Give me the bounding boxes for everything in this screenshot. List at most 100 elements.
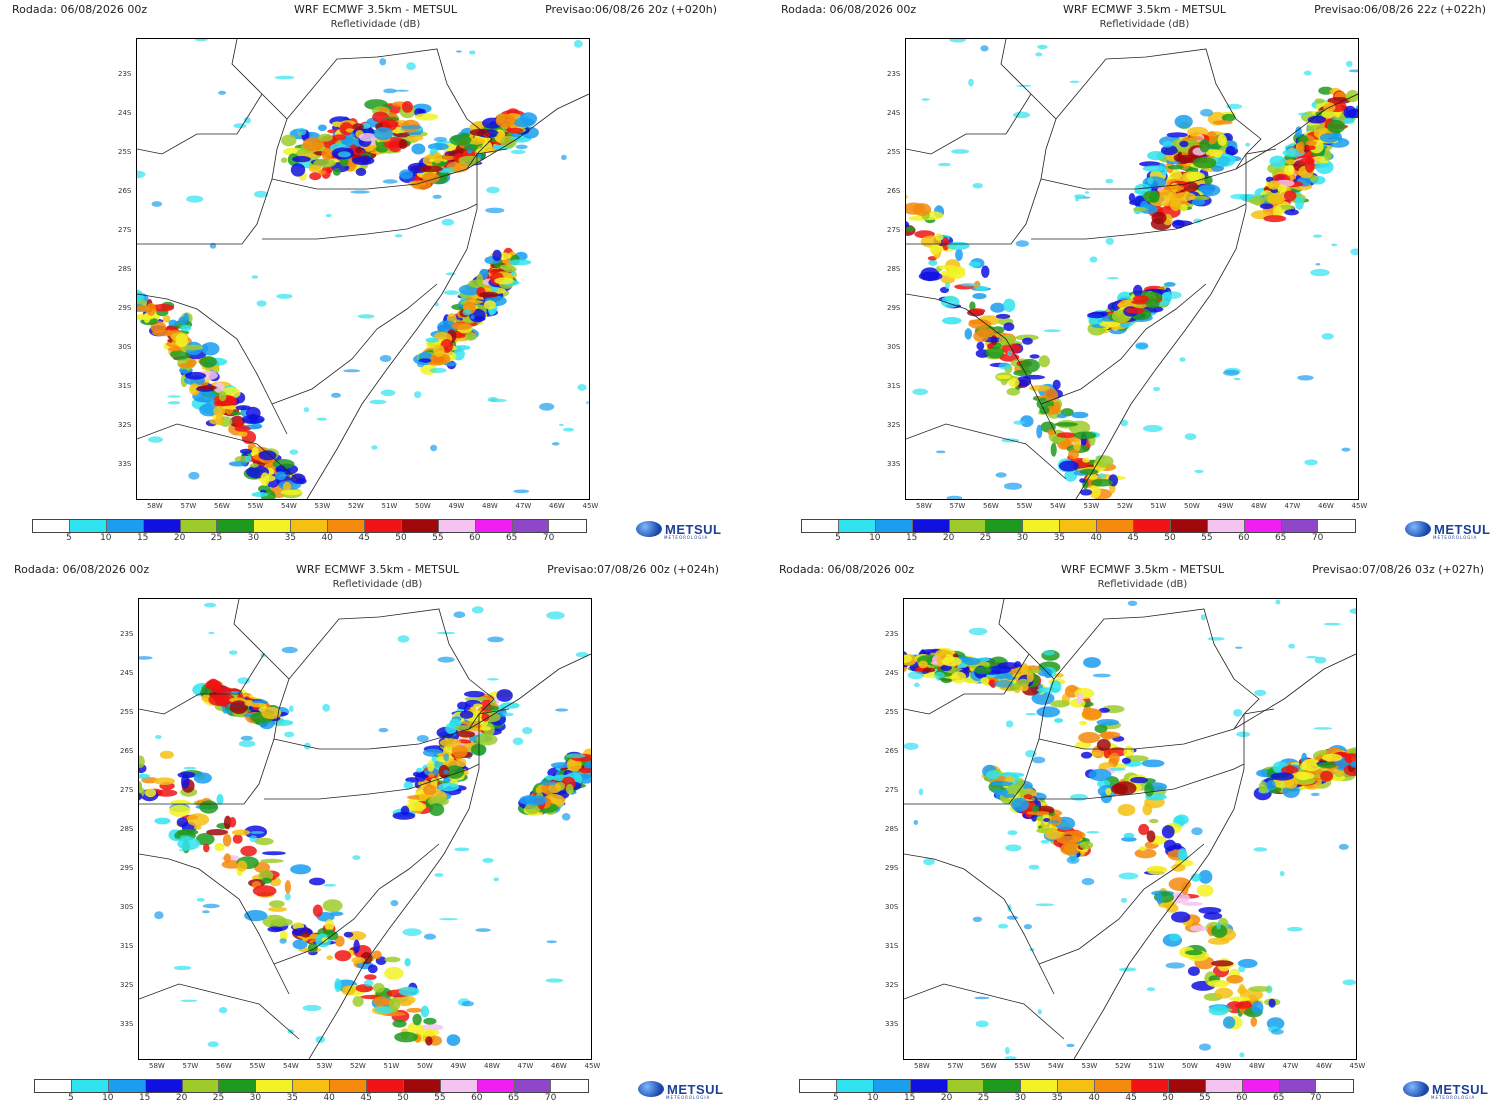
reflectivity-cell	[476, 734, 497, 746]
reflectivity-cell	[1216, 922, 1221, 929]
latitude-label: 31S	[118, 382, 131, 390]
latitude-label: 33S	[887, 460, 900, 468]
colorbar-tick-label: 55	[1201, 533, 1212, 543]
reflectivity-cell	[381, 390, 396, 397]
reflectivity-cell	[934, 672, 945, 679]
reflectivity-cell	[1233, 709, 1242, 717]
reflectivity-cell	[364, 974, 376, 980]
longitude-label: 52W	[350, 1062, 366, 1070]
reflectivity-cell	[484, 300, 496, 309]
reflectivity-cell	[1142, 803, 1152, 815]
colorbar-swatch	[1060, 520, 1097, 532]
reflectivity-cell	[938, 163, 951, 166]
latitude-label: 23S	[118, 70, 131, 78]
reflectivity-cell	[1037, 45, 1048, 49]
colorbar-swatch	[913, 520, 950, 532]
colorbar-tick-label: 5	[66, 533, 72, 543]
reflectivity-cell	[1188, 966, 1200, 976]
reflectivity-cell	[1254, 690, 1266, 696]
reflectivity-cell	[1007, 916, 1018, 920]
colorbar-tick-label: 30	[248, 533, 259, 543]
reflectivity-cell	[1324, 150, 1331, 161]
reflectivity-cell	[1082, 708, 1102, 720]
reflectivity-cell	[290, 864, 311, 874]
reflectivity-cell	[908, 671, 924, 679]
reflectivity-cell	[231, 412, 242, 416]
reflectivity-cell	[1350, 608, 1356, 614]
border-line	[137, 39, 287, 244]
reflectivity-cell	[1147, 987, 1156, 991]
reflectivity-cell	[1050, 700, 1070, 707]
reflectivity-cell	[233, 123, 246, 128]
reflectivity-cell	[1208, 637, 1225, 641]
reflectivity-cell	[969, 261, 981, 267]
colorbar-tick-label: 10	[869, 533, 880, 543]
reflectivity-cell	[425, 1036, 432, 1045]
reflectivity-cell	[202, 910, 210, 913]
reflectivity-cell	[1004, 483, 1022, 490]
colorbar-tick-label: 35	[285, 533, 296, 543]
reflectivity-cell	[351, 957, 365, 964]
reflectivity-cell	[398, 635, 410, 642]
reflectivity-cell	[1238, 966, 1245, 973]
reflectivity-cell	[965, 328, 973, 339]
reflectivity-cell	[465, 332, 477, 341]
reflectivity-cell	[237, 861, 247, 872]
reflectivity-cell	[1089, 769, 1112, 781]
latitude-label: 28S	[120, 825, 133, 833]
latitude-label: 23S	[120, 630, 133, 638]
colorbar-tick-label: 70	[545, 1093, 556, 1103]
reflectivity-cell	[379, 728, 389, 732]
longitude-label: 47W	[518, 1062, 534, 1070]
reflectivity-cell	[373, 983, 385, 993]
reflectivity-cell	[486, 706, 499, 710]
reflectivity-cell	[945, 282, 950, 289]
reflectivity-cell	[1162, 825, 1175, 838]
reflectivity-cell	[364, 980, 373, 987]
reflectivity-cell	[1082, 878, 1095, 885]
reflectivity-cell	[279, 938, 286, 944]
reflectivity-cell	[267, 926, 282, 932]
latitude-label: 27S	[120, 786, 133, 794]
longitude-label: 45W	[583, 502, 599, 510]
reflectivity-cell	[1005, 1047, 1010, 1054]
reflectivity-cell	[1185, 433, 1197, 440]
reflectivity-cell	[179, 363, 195, 368]
reflectivity-cell	[1298, 113, 1308, 116]
longitude-label: 58W	[149, 1062, 165, 1070]
reflectivity-cell	[417, 1029, 440, 1036]
colorbar-tick-label: 60	[1238, 533, 1249, 543]
reflectivity-cell	[423, 785, 436, 796]
reflectivity-cell	[1035, 903, 1054, 906]
reflectivity-cell	[1343, 118, 1354, 124]
reflectivity-cell	[1091, 479, 1113, 487]
latitude-label: 26S	[885, 747, 898, 755]
reflectivity-cell	[371, 445, 377, 449]
colorbar-swatch	[146, 1080, 183, 1092]
reflectivity-cell	[444, 290, 459, 295]
reflectivity-cell	[1215, 988, 1234, 999]
reflectivity-cell	[236, 405, 251, 410]
reflectivity-cell	[194, 772, 212, 783]
colorbar-tick-label: 10	[102, 1093, 113, 1103]
colorbar-tick-label: 35	[287, 1093, 298, 1103]
reflectivity-cell	[1296, 772, 1309, 780]
reflectivity-cell	[401, 806, 410, 816]
reflectivity-cell	[322, 148, 333, 161]
colorbar-swatch	[1206, 1080, 1243, 1092]
latitude-label: 25S	[118, 148, 131, 156]
colorbar-swatch	[984, 1080, 1021, 1092]
reflectivity-cell	[358, 314, 375, 318]
colorbar-swatch	[402, 520, 439, 532]
reflectivity-cell	[1193, 157, 1217, 169]
colorbar-swatch	[72, 1080, 109, 1092]
colorbar-tick-label: 10	[100, 533, 111, 543]
reflectivity-cell	[1230, 997, 1251, 1002]
reflectivity-cell	[240, 846, 257, 857]
border-line	[272, 284, 437, 404]
reflectivity-cell	[168, 401, 180, 404]
reflectivity-cell	[1097, 719, 1120, 726]
reflectivity-cell	[401, 125, 421, 129]
reflectivity-cell	[1143, 191, 1158, 203]
